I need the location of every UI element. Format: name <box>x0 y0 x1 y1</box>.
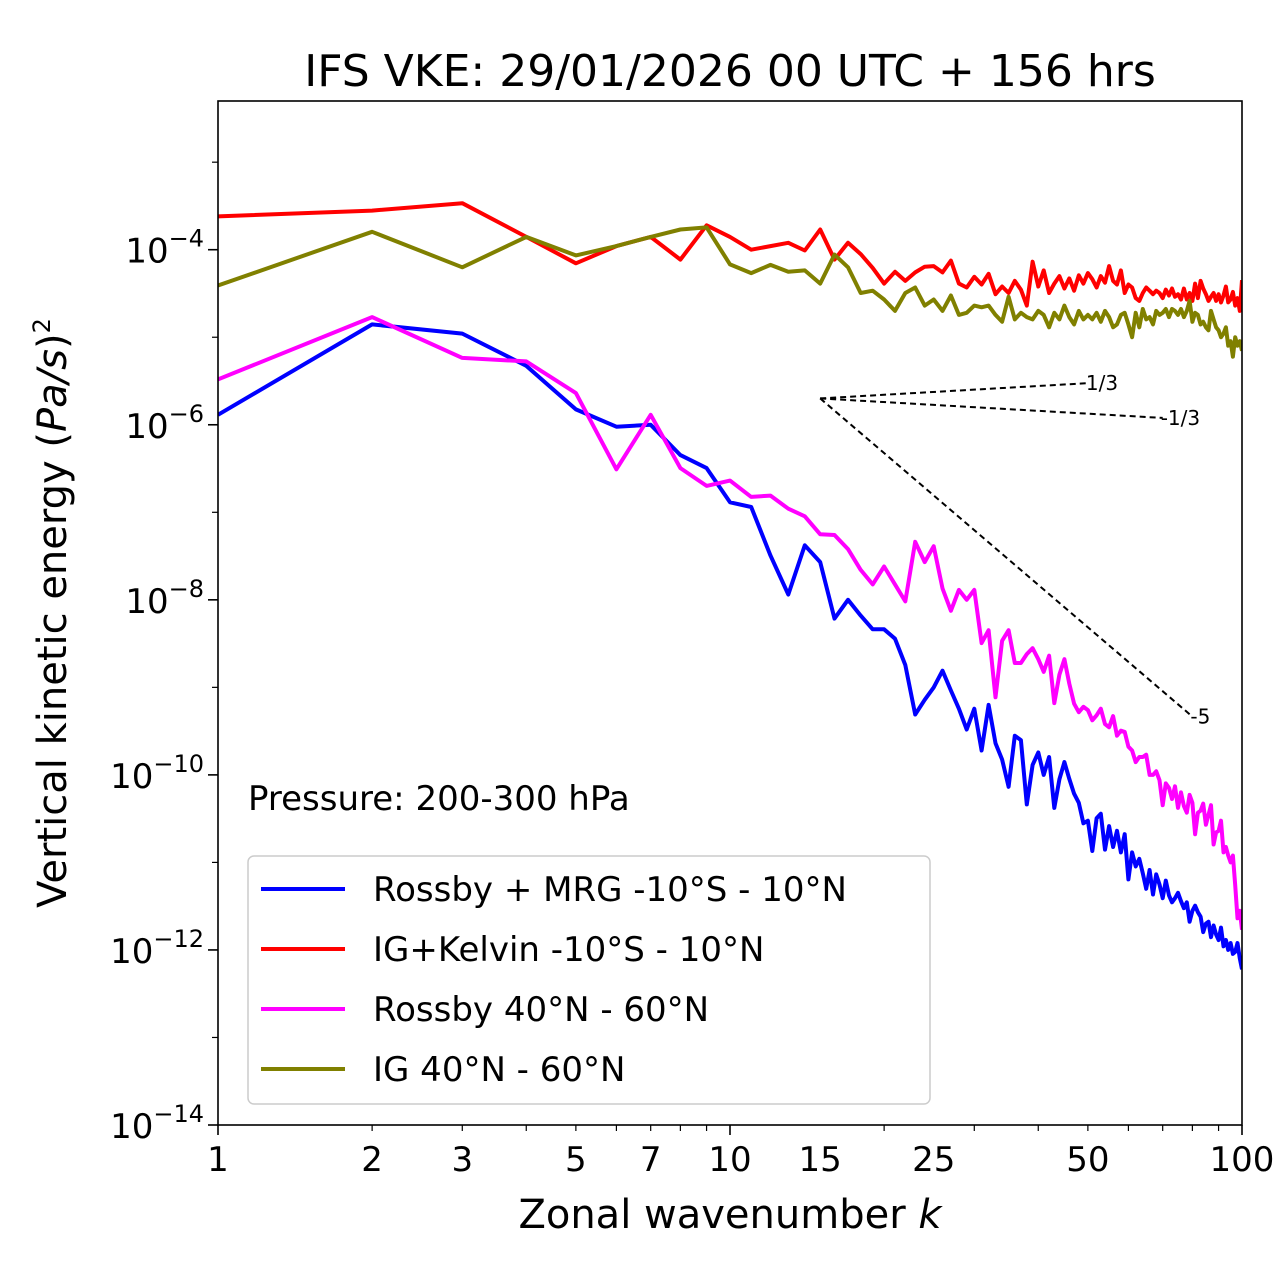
y-tick-label: 10−12 <box>110 925 204 972</box>
y-tick-exponent: −10 <box>153 750 204 778</box>
y-axis-label-var: Pa/s <box>30 349 76 432</box>
y-tick-exponent: −8 <box>169 575 204 603</box>
y-tick-exponent: −14 <box>153 1100 204 1128</box>
x-tick-label: 7 <box>640 1140 662 1180</box>
plot-area <box>217 100 1243 1126</box>
y-tick-base: 10 <box>125 232 168 272</box>
y-tick-label: 10−4 <box>125 225 204 272</box>
legend-label-0: Rossby + MRG -10°S - 10°N <box>373 870 847 910</box>
x-tick-label: 2 <box>361 1140 383 1180</box>
legend: Rossby + MRG -10°S - 10°N IG+Kelvin -10°S… <box>247 855 931 1105</box>
y-tick-exponent: −4 <box>169 225 204 253</box>
series-line-0 <box>218 322 1242 970</box>
reference-slope-label-0: 1/3 <box>1086 371 1118 395</box>
y-tick-exponent: −12 <box>153 925 204 953</box>
x-tick-label: 3 <box>451 1140 473 1180</box>
y-axis-label-close: ) <box>30 333 76 349</box>
reference-slope-label-2: -5 <box>1190 705 1210 729</box>
x-axis-label-text: Zonal wavenumber <box>518 1192 918 1238</box>
series-line-3 <box>218 225 1242 359</box>
y-tick-exponent: −6 <box>169 400 204 428</box>
x-tick-label: 100 <box>1210 1140 1275 1180</box>
pressure-annotation: Pressure: 200-300 hPa <box>248 779 630 819</box>
y-tick-base: 10 <box>125 407 168 447</box>
legend-frame <box>247 855 931 1105</box>
legend-label-1: IG+Kelvin -10°S - 10°N <box>373 930 764 970</box>
y-axis-label: Vertical kinetic energy (Pa/s)2 <box>28 318 76 908</box>
y-tick-label: 10−8 <box>125 575 204 622</box>
x-tick-label: 10 <box>708 1140 751 1180</box>
legend-label-3: IG 40°N - 60°N <box>373 1050 625 1090</box>
reference-slope-line-2 <box>819 397 1194 718</box>
x-tick-label: 25 <box>912 1140 955 1180</box>
chart-title: IFS VKE: 29/01/2026 00 UTC + 156 hrs <box>304 46 1156 97</box>
reference-slope-line-0 <box>820 382 1088 400</box>
y-tick-base: 10 <box>110 932 153 972</box>
series-line-2 <box>218 315 1242 931</box>
x-tick-label: 5 <box>565 1140 587 1180</box>
series-line-1 <box>218 201 1242 313</box>
x-axis: 1 2 3 5 7 10 15 25 50 100 <box>207 1125 1274 1180</box>
legend-label-2: Rossby 40°N - 60°N <box>373 990 709 1030</box>
x-tick-label: 15 <box>799 1140 842 1180</box>
y-axis-label-sup: 2 <box>28 318 56 333</box>
y-tick-label: 10−10 <box>110 750 204 797</box>
y-tick-base: 10 <box>110 757 153 797</box>
y-tick-base: 10 <box>125 582 168 622</box>
y-axis-label-text: Vertical kinetic energy ( <box>30 432 76 908</box>
reference-slope-label-1: -1/3 <box>1161 406 1200 430</box>
x-tick-label: 1 <box>207 1140 229 1180</box>
x-axis-label-var: k <box>918 1192 943 1238</box>
y-tick-base: 10 <box>110 1107 153 1147</box>
x-axis-label: Zonal wavenumber k <box>518 1192 943 1238</box>
x-tick-label: 50 <box>1066 1140 1109 1180</box>
y-tick-label: 10−6 <box>125 400 204 447</box>
y-tick-label: 10−14 <box>110 1100 204 1147</box>
reference-slope-line-1 <box>820 397 1163 419</box>
